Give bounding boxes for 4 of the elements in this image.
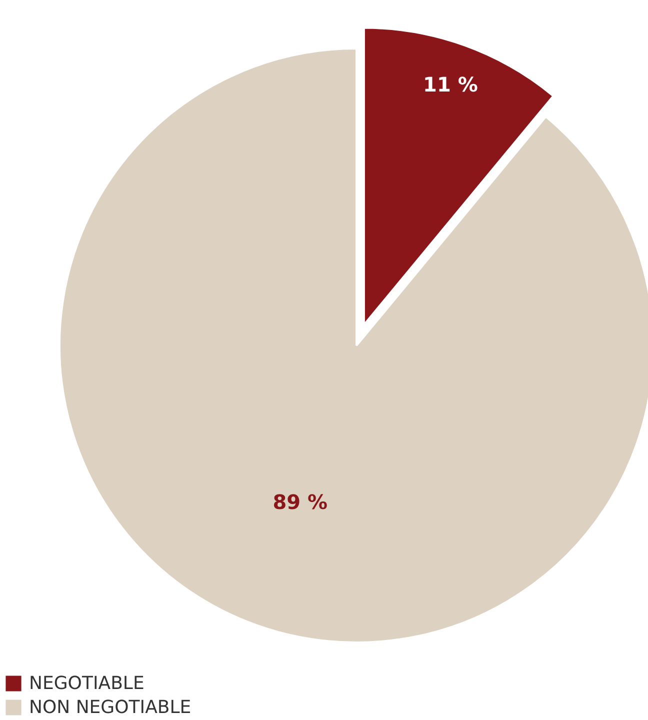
legend-label: NEGOTIABLE [29, 672, 144, 694]
data-label: 89 % [272, 490, 328, 514]
legend-label: NON NEGOTIABLE [29, 696, 192, 718]
data-label: 11 % [423, 72, 478, 96]
